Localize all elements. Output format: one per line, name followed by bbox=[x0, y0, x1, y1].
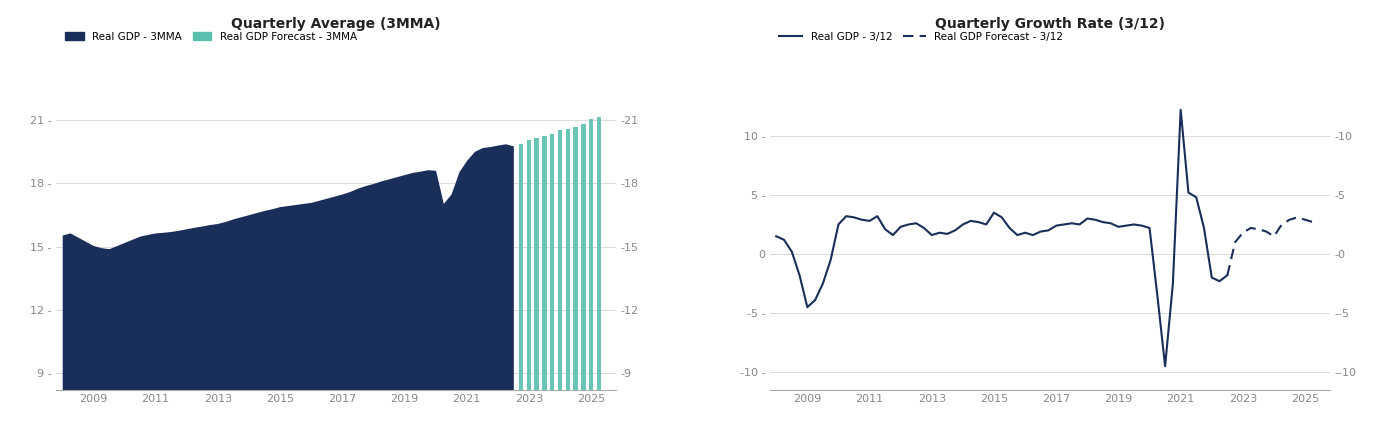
Bar bbox=[589, 119, 594, 390]
Legend: Real GDP - 3MMA, Real GDP Forecast - 3MMA: Real GDP - 3MMA, Real GDP Forecast - 3MM… bbox=[62, 27, 361, 46]
Bar bbox=[542, 136, 546, 390]
Bar bbox=[574, 127, 578, 390]
Bar bbox=[596, 117, 601, 390]
Bar bbox=[535, 138, 539, 390]
Bar bbox=[550, 134, 554, 390]
Bar bbox=[566, 129, 570, 390]
Bar bbox=[519, 144, 524, 390]
Bar bbox=[557, 130, 563, 390]
Bar bbox=[581, 124, 585, 390]
Legend: Real GDP - 3/12, Real GDP Forecast - 3/12: Real GDP - 3/12, Real GDP Forecast - 3/1… bbox=[776, 27, 1067, 46]
Text: Quarterly Average (3MMA): Quarterly Average (3MMA) bbox=[231, 17, 441, 31]
Bar bbox=[526, 140, 531, 390]
Text: Quarterly Growth Rate (3/12): Quarterly Growth Rate (3/12) bbox=[935, 17, 1165, 31]
